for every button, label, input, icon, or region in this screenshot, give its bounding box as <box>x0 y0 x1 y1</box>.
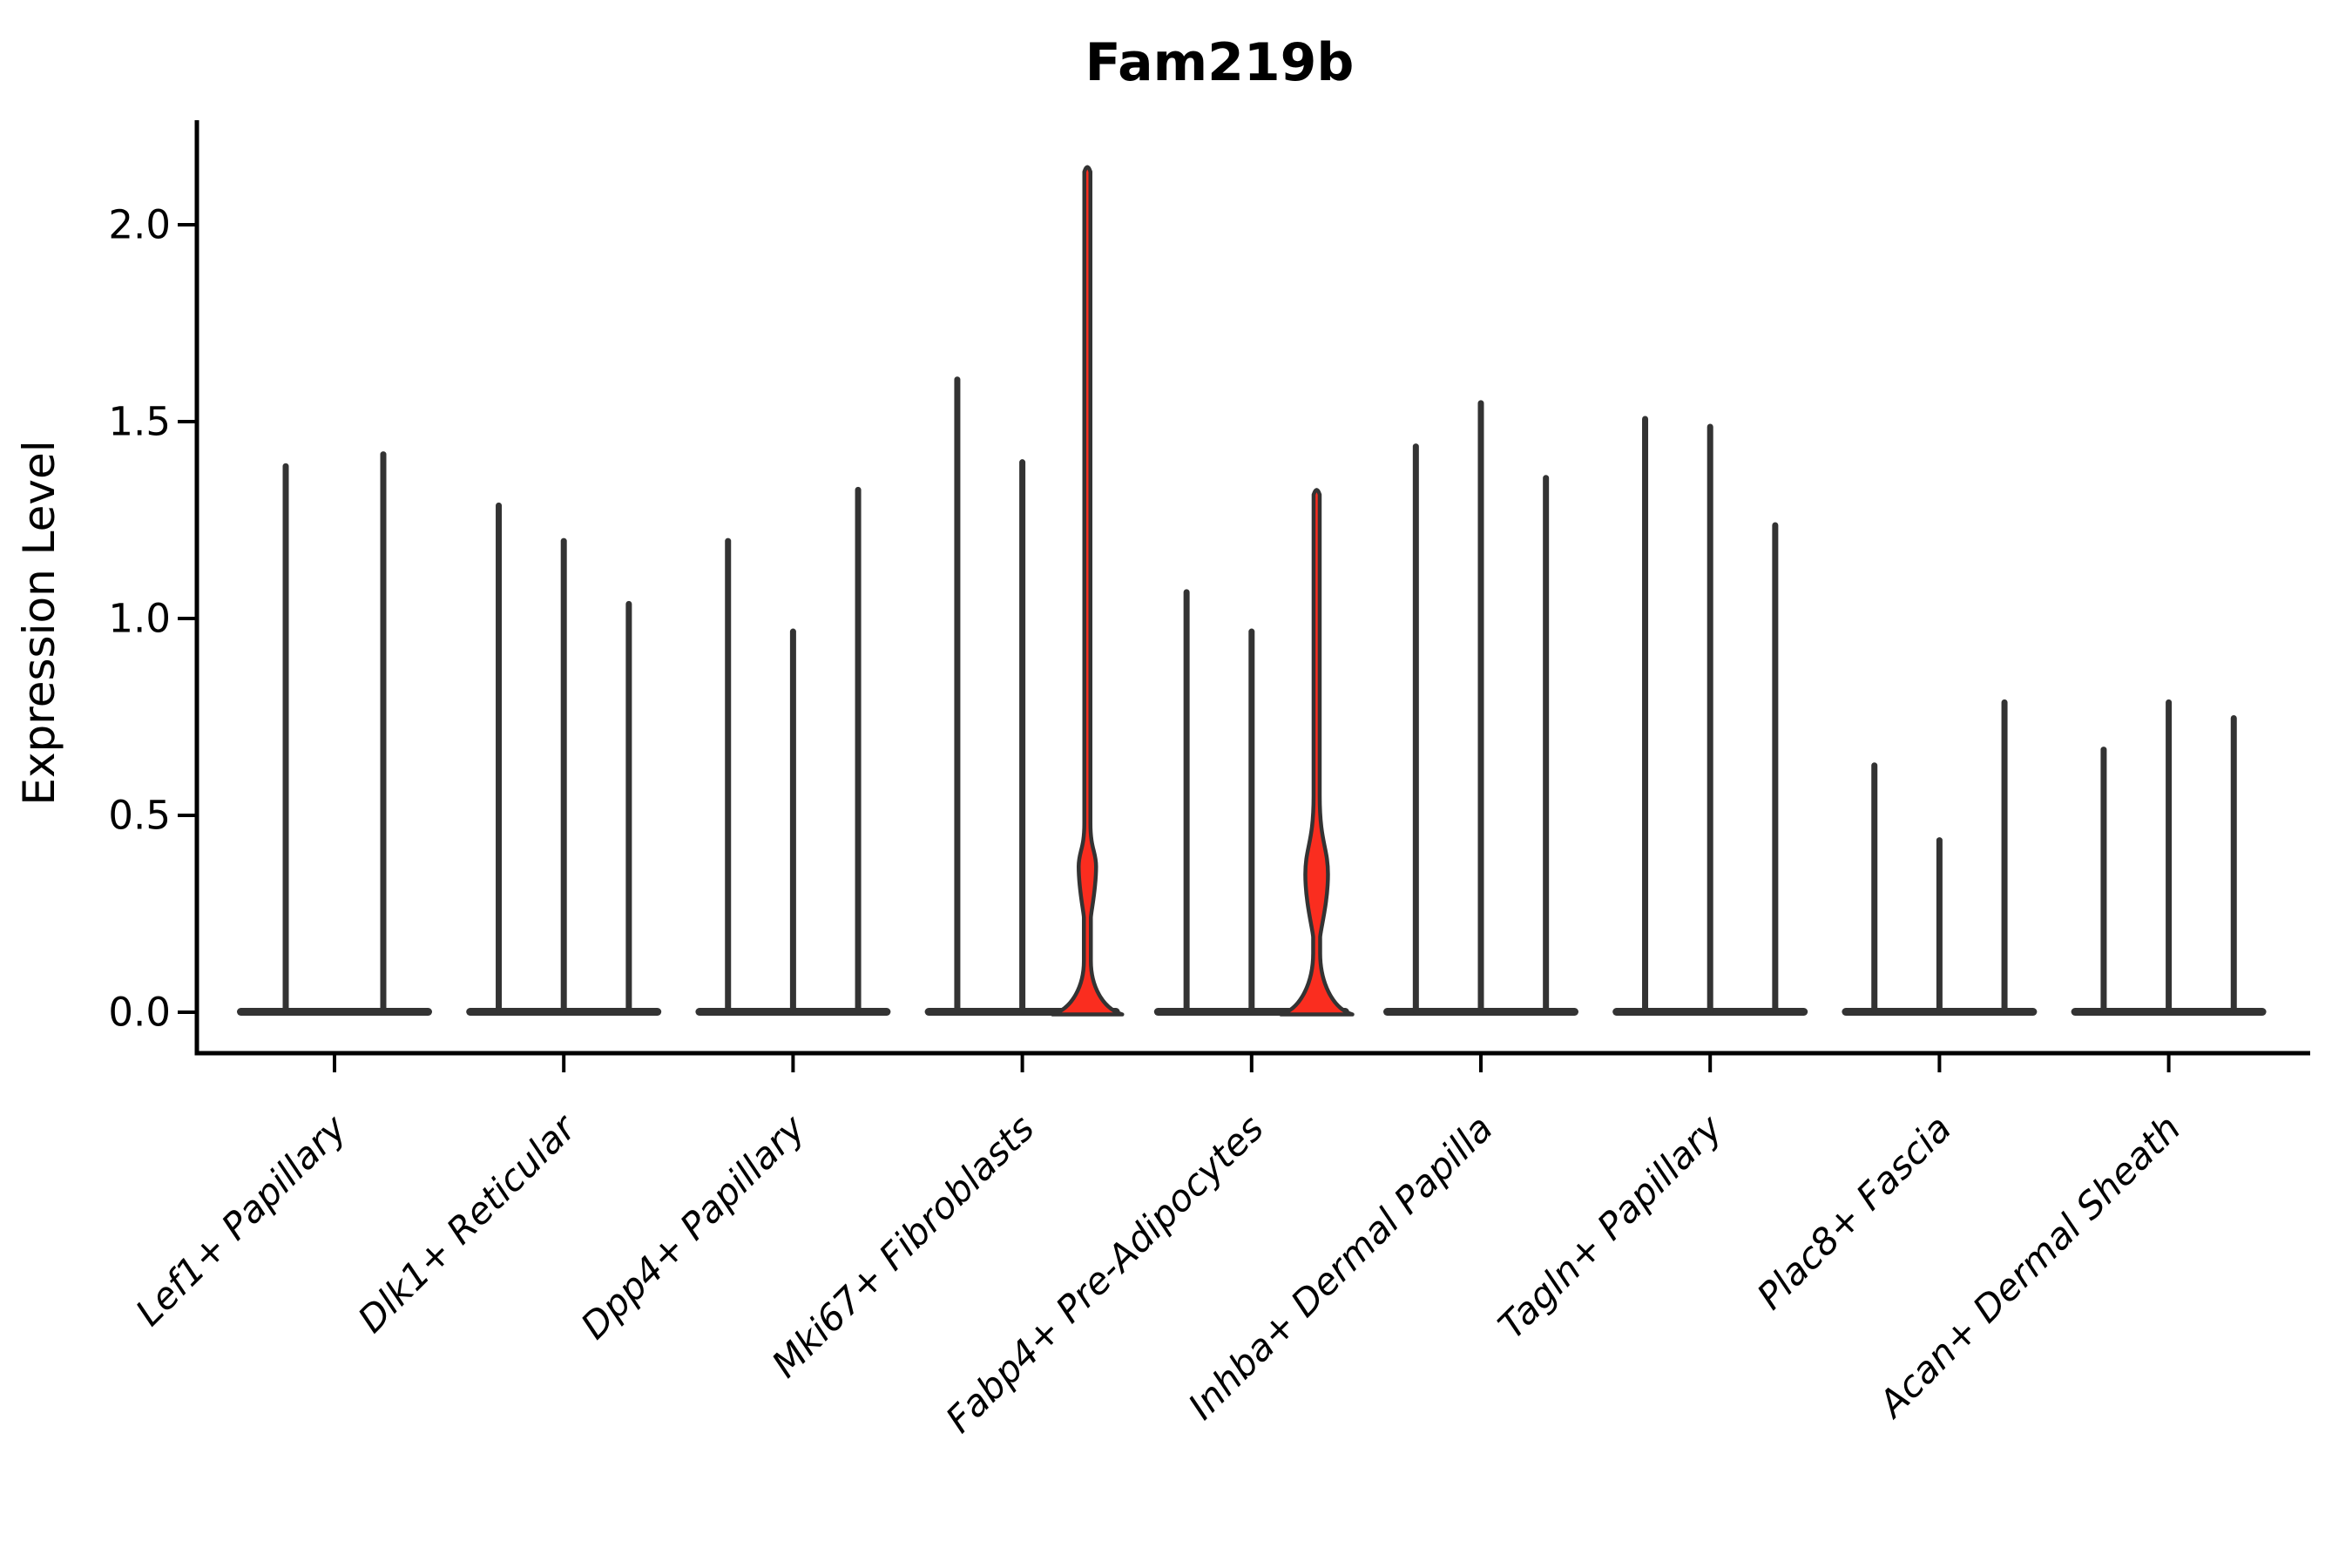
y-tick-label: 1.5 <box>108 399 171 445</box>
violin-highlighted <box>1279 488 1355 1017</box>
x-tick-label: Dlk1+ Reticular <box>349 1105 585 1341</box>
y-axis-label: Expression Level <box>14 440 64 805</box>
y-tick-label: 1.0 <box>108 596 171 642</box>
x-tick-label: Lef1+ Papillary <box>127 1106 355 1335</box>
chart-title: Fam219b <box>1085 32 1355 93</box>
violins-layer <box>237 165 2267 1017</box>
violin-base-strip <box>237 1008 432 1016</box>
x-tick-label: Tagln+ Papillary <box>1490 1106 1731 1348</box>
y-tick-label: 0.0 <box>108 990 171 1036</box>
x-tick-label: Mki67+ Fibroblasts <box>763 1106 1042 1385</box>
y-tick-label: 2.0 <box>108 202 171 248</box>
x-tick-label: Dpp4+ Papillary <box>572 1106 814 1348</box>
violin-highlighted <box>1051 165 1125 1017</box>
x-tick-label: Plac8+ Fascia <box>1748 1106 1959 1317</box>
y-tick-label: 0.5 <box>108 793 171 839</box>
